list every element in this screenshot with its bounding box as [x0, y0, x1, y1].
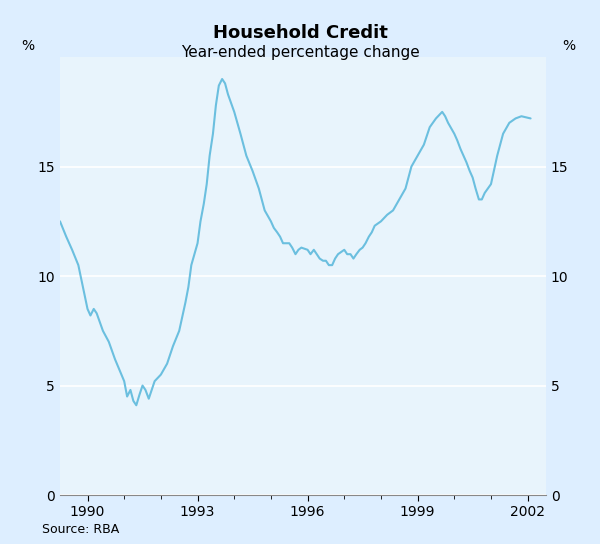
Text: %: % — [562, 39, 575, 53]
Text: %: % — [21, 39, 34, 53]
Text: Source: RBA: Source: RBA — [42, 523, 119, 536]
Text: Household Credit: Household Credit — [212, 24, 388, 42]
Text: Year-ended percentage change: Year-ended percentage change — [181, 45, 419, 60]
